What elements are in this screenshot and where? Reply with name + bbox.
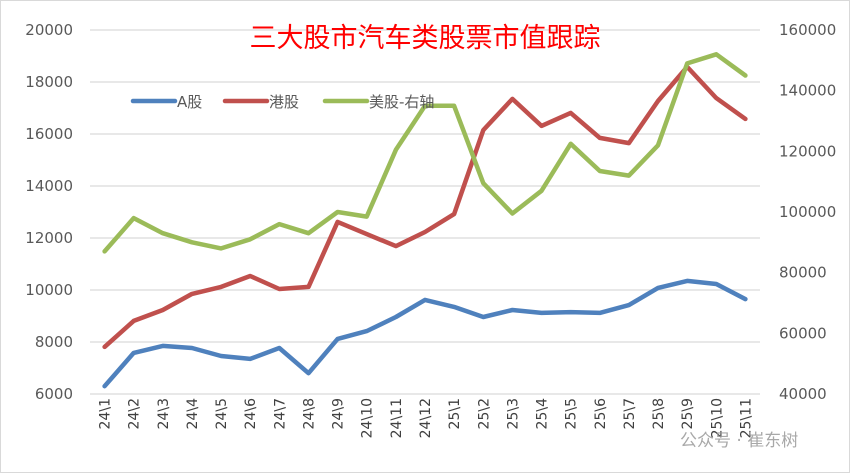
- x-tick: 25\10: [709, 398, 725, 438]
- x-tick: 24\6: [243, 398, 259, 430]
- legend-label: 美股-右轴: [369, 93, 434, 111]
- y-right-tick: 100000: [779, 203, 836, 221]
- x-tick: 25\2: [476, 398, 492, 429]
- y-right-tick: 120000: [779, 142, 836, 160]
- y-left-tick: 6000: [35, 385, 73, 403]
- y-left-tick: 12000: [25, 229, 73, 247]
- y-left-tick: 14000: [25, 177, 73, 195]
- x-tick: 24\9: [331, 398, 347, 429]
- x-tick: 25\11: [738, 398, 754, 438]
- x-tick: 24\3: [156, 398, 172, 429]
- x-tick: 25\1: [447, 398, 463, 429]
- x-tick: 24\5: [214, 398, 230, 429]
- x-tick: 25\7: [622, 398, 638, 429]
- legend-label: A股: [177, 93, 202, 111]
- y-left-tick: 16000: [25, 125, 73, 143]
- x-tick: 24\12: [418, 398, 434, 438]
- x-tick: 24\8: [301, 398, 317, 429]
- x-tick: 25\3: [505, 398, 521, 429]
- x-tick: 24\10: [360, 398, 376, 438]
- x-tick: 24\11: [389, 398, 405, 438]
- y-right-tick: 60000: [779, 324, 827, 342]
- y-right-tick: 80000: [779, 264, 827, 282]
- series-line-0: [102, 278, 748, 389]
- x-tick: 25\8: [651, 398, 667, 429]
- y-right-tick: 40000: [779, 385, 827, 403]
- x-tick: 25\9: [680, 398, 696, 429]
- x-tick: 24\4: [185, 398, 201, 430]
- y-left-tick: 10000: [25, 281, 73, 299]
- chart-title: 三大股市汽车类股票市值跟踪: [250, 23, 601, 54]
- series-line-2: [102, 52, 748, 254]
- x-tick: 25\4: [535, 398, 551, 430]
- y-right-tick: 140000: [779, 82, 836, 100]
- x-tick: 25\5: [564, 398, 580, 429]
- x-tick: 24\1: [98, 398, 114, 429]
- y-left-tick: 8000: [35, 333, 73, 351]
- legend-label: 港股: [269, 93, 299, 111]
- x-tick: 24\7: [272, 398, 288, 429]
- y-right-tick: 160000: [779, 21, 836, 39]
- x-tick: 25\6: [593, 398, 609, 430]
- x-tick: 24\2: [127, 398, 143, 429]
- y-left-tick: 20000: [25, 21, 73, 39]
- watermark: 公众号 · 崔东树: [680, 431, 798, 451]
- y-left-tick: 18000: [25, 73, 73, 91]
